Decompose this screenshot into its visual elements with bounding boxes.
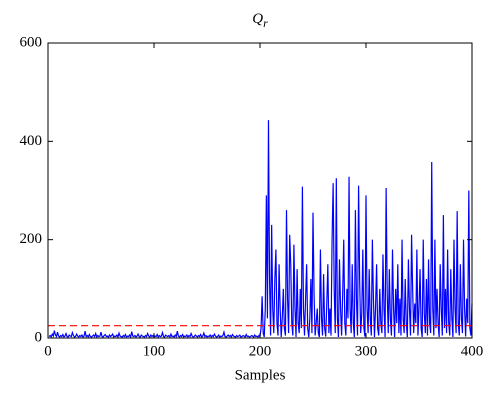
data-line [48,120,473,339]
x-tick-label: 100 [143,343,166,359]
y-tick-label: 600 [20,34,43,50]
y-tick-label: 0 [35,329,43,345]
x-tick-label: 300 [355,343,378,359]
y-tick-label: 200 [20,231,43,247]
title-subscript: r [263,16,268,30]
x-tick-label: 400 [461,343,484,359]
x-tick-label: 0 [44,343,52,359]
y-tick-label: 400 [20,133,43,149]
chart-title: Qr [252,11,268,29]
title-main: Q [252,11,263,27]
x-tick-label: 200 [249,343,272,359]
x-axis-label: Samples [235,367,286,383]
